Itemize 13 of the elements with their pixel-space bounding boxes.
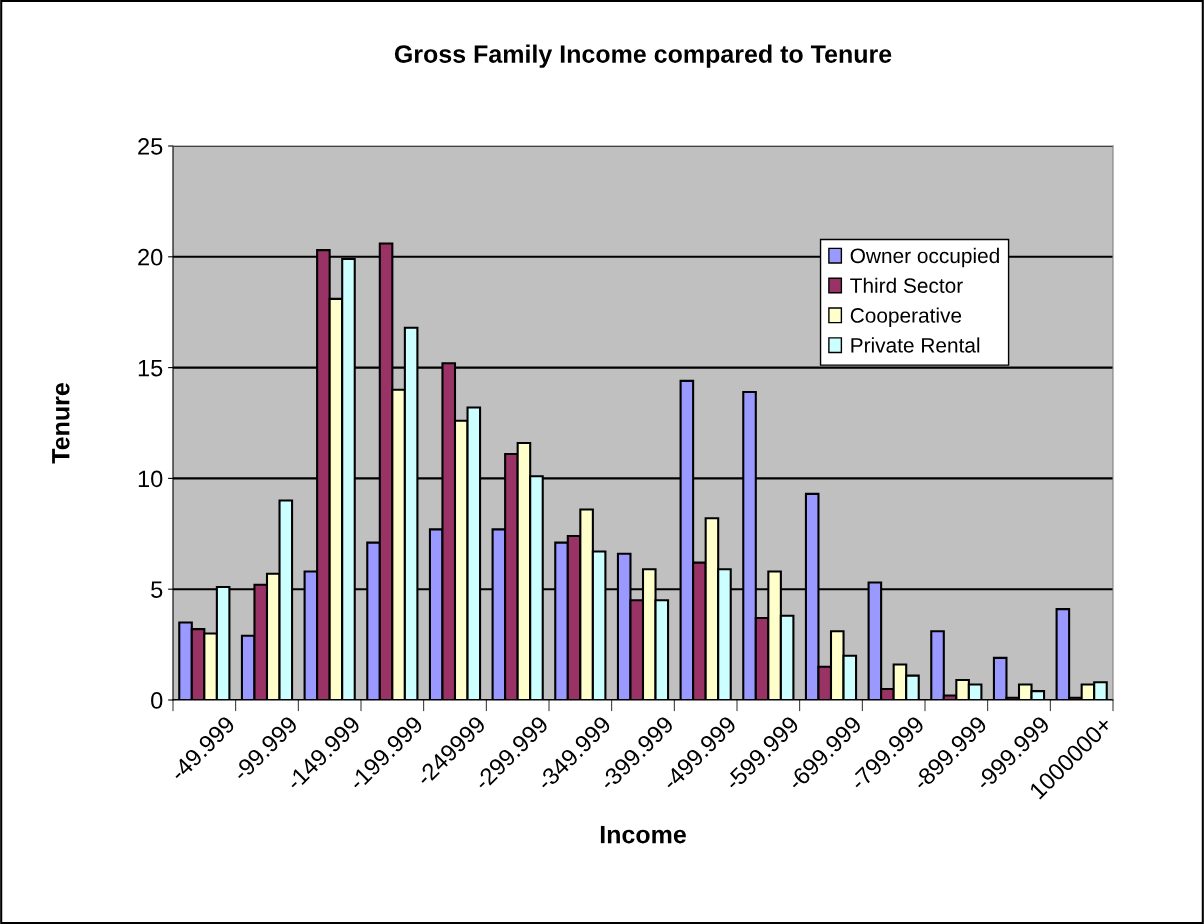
y-tick-label: 5 [151,581,163,598]
y-tick-label: 0 [151,692,163,709]
legend-label: Private Rental [851,337,980,353]
y-tick-label: 20 [138,248,163,266]
legend-label: Owner occupied [850,247,999,268]
legend-label: Cooperative [850,307,962,327]
y-tick-label: 10 [138,470,163,488]
y-tick-label: 25 [138,138,163,155]
y-axis-title: Tenure [52,383,70,464]
chart-title: Gross Family Income compared to Tenure [394,44,892,68]
x-axis-title: Income [600,825,686,844]
y-tick-label: 15 [138,359,163,377]
legend-label: Third Sector [850,277,963,293]
